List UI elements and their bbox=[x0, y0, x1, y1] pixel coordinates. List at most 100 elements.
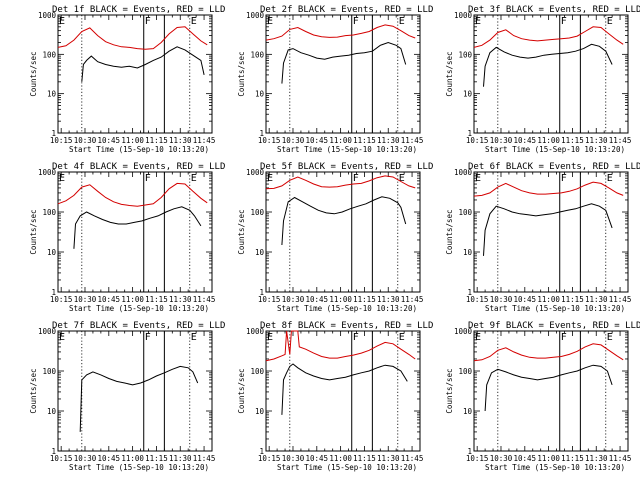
y-tick-label: 100 bbox=[458, 208, 472, 217]
x-tick-label: 11:15 bbox=[145, 295, 168, 304]
plot-frame bbox=[57, 330, 213, 452]
plot-frame bbox=[473, 14, 629, 134]
y-axis-label: Counts/sec bbox=[29, 368, 38, 413]
y-tick-label: 100 bbox=[458, 367, 472, 376]
x-tick-label: 10:45 bbox=[98, 136, 121, 145]
x-tick-label: 11:30 bbox=[169, 136, 192, 145]
x-tick-label: 10:15 bbox=[258, 295, 281, 304]
series-line-1 bbox=[473, 181, 624, 197]
x-tick-label: 11:00 bbox=[329, 295, 352, 304]
y-tick-label: 10 bbox=[255, 407, 265, 416]
y-tick-label: 1000 bbox=[38, 168, 57, 177]
y-tick-label: 1 bbox=[467, 447, 472, 456]
x-axis-label: Start Time (15-Sep-10 10:13:20) bbox=[277, 463, 417, 472]
x-tick-label: 11:45 bbox=[193, 295, 216, 304]
marker-flag-label: E bbox=[475, 173, 481, 184]
y-axis-label: Counts/sec bbox=[29, 209, 38, 254]
x-tick-label: 11:30 bbox=[169, 454, 192, 463]
marker-flag-label: F bbox=[353, 16, 359, 27]
chart-panel-3: Det 3f BLACK = Events, RED = LLD 1 10 100 10… bbox=[445, 5, 640, 154]
x-tick-label: 10:45 bbox=[514, 136, 537, 145]
series-line-1 bbox=[473, 343, 624, 362]
y-tick-label: 100 bbox=[458, 50, 472, 59]
x-tick-label: 10:45 bbox=[306, 295, 329, 304]
x-axis-label: Start Time (15-Sep-10 10:13:20) bbox=[485, 463, 625, 472]
y-tick-label: 100 bbox=[250, 50, 264, 59]
x-tick-label: 10:30 bbox=[74, 295, 97, 304]
x-tick-label: 10:45 bbox=[306, 454, 329, 463]
marker-flag-label: E bbox=[267, 332, 273, 343]
x-tick-label: 10:30 bbox=[490, 295, 513, 304]
plot-frame bbox=[473, 330, 629, 452]
x-tick-label: 11:00 bbox=[329, 136, 352, 145]
x-tick-label: 10:30 bbox=[490, 454, 513, 463]
series-line-1 bbox=[265, 24, 416, 41]
x-tick-label: 10:30 bbox=[74, 454, 97, 463]
y-tick-label: 1000 bbox=[454, 11, 473, 20]
x-tick-label: 11:30 bbox=[585, 454, 608, 463]
y-tick-label: 1000 bbox=[454, 327, 473, 336]
x-tick-label: 11:30 bbox=[585, 295, 608, 304]
marker-flag-label: E bbox=[267, 16, 273, 27]
marker-flag-label: F bbox=[353, 332, 359, 343]
y-tick-label: 10 bbox=[47, 407, 57, 416]
y-axis-label: Counts/sec bbox=[237, 209, 246, 254]
y-tick-label: 1000 bbox=[38, 327, 57, 336]
y-tick-label: 10 bbox=[47, 248, 57, 257]
x-tick-label: 10:45 bbox=[514, 295, 537, 304]
x-tick-label: 11:45 bbox=[193, 136, 216, 145]
panel-title: Det 8f BLACK = Events, RED = LLD bbox=[260, 321, 433, 331]
y-tick-label: 1 bbox=[259, 447, 264, 456]
marker-flag-label: E bbox=[399, 332, 405, 343]
panel-title: Det 4f BLACK = Events, RED = LLD bbox=[52, 162, 225, 172]
series-line-2 bbox=[73, 206, 202, 249]
x-tick-label: 11:45 bbox=[401, 295, 424, 304]
x-axis-label: Start Time (15-Sep-10 10:13:20) bbox=[277, 304, 417, 313]
y-axis-label: Counts/sec bbox=[445, 51, 454, 96]
x-tick-label: 11:15 bbox=[353, 136, 376, 145]
y-tick-label: 10 bbox=[47, 90, 57, 99]
x-tick-label: 10:15 bbox=[50, 136, 73, 145]
plot-frame bbox=[265, 171, 421, 293]
x-tick-label: 10:15 bbox=[258, 454, 281, 463]
x-tick-label: 11:15 bbox=[145, 454, 168, 463]
marker-flag-label: E bbox=[399, 16, 405, 27]
x-tick-label: 11:45 bbox=[609, 295, 632, 304]
y-tick-label: 10 bbox=[255, 248, 265, 257]
y-tick-label: 100 bbox=[42, 50, 56, 59]
y-axis-label: Counts/sec bbox=[237, 368, 246, 413]
x-axis-label: Start Time (15-Sep-10 10:13:20) bbox=[277, 145, 417, 154]
marker-flag-label: E bbox=[475, 332, 481, 343]
y-tick-label: 10 bbox=[255, 90, 265, 99]
x-tick-label: 11:15 bbox=[561, 454, 584, 463]
marker-flag-label: E bbox=[607, 16, 613, 27]
y-tick-label: 10 bbox=[463, 248, 473, 257]
panel-title: Det 5f BLACK = Events, RED = LLD bbox=[260, 162, 433, 172]
x-tick-label: 10:30 bbox=[282, 295, 305, 304]
chart-panel-8: Det 8f BLACK = Events, RED = LLD 1 10 100 10… bbox=[237, 321, 433, 472]
x-tick-label: 10:30 bbox=[490, 136, 513, 145]
series-line-1 bbox=[57, 26, 208, 50]
x-tick-label: 10:15 bbox=[50, 295, 73, 304]
x-tick-label: 10:45 bbox=[306, 136, 329, 145]
series-line-1 bbox=[57, 182, 208, 207]
x-tick-label: 11:00 bbox=[121, 295, 144, 304]
plot-frame bbox=[57, 171, 213, 293]
y-tick-label: 100 bbox=[250, 367, 264, 376]
x-tick-label: 11:15 bbox=[353, 295, 376, 304]
marker-flag-label: F bbox=[145, 16, 151, 27]
chart-panel-4: Det 4f BLACK = Events, RED = LLD 1 10 100 10… bbox=[29, 162, 225, 313]
x-tick-label: 11:00 bbox=[537, 136, 560, 145]
marker-flag-label: E bbox=[475, 16, 481, 27]
marker-flag-label: E bbox=[59, 16, 65, 27]
x-tick-label: 10:45 bbox=[98, 454, 121, 463]
y-tick-label: 1000 bbox=[246, 327, 265, 336]
marker-flag-label: E bbox=[267, 173, 273, 184]
marker-flag-label: E bbox=[59, 173, 65, 184]
x-tick-label: 11:45 bbox=[609, 454, 632, 463]
y-axis-label: Counts/sec bbox=[237, 51, 246, 96]
x-tick-label: 10:15 bbox=[50, 454, 73, 463]
x-tick-label: 10:15 bbox=[466, 454, 489, 463]
series-line-2 bbox=[484, 364, 613, 412]
